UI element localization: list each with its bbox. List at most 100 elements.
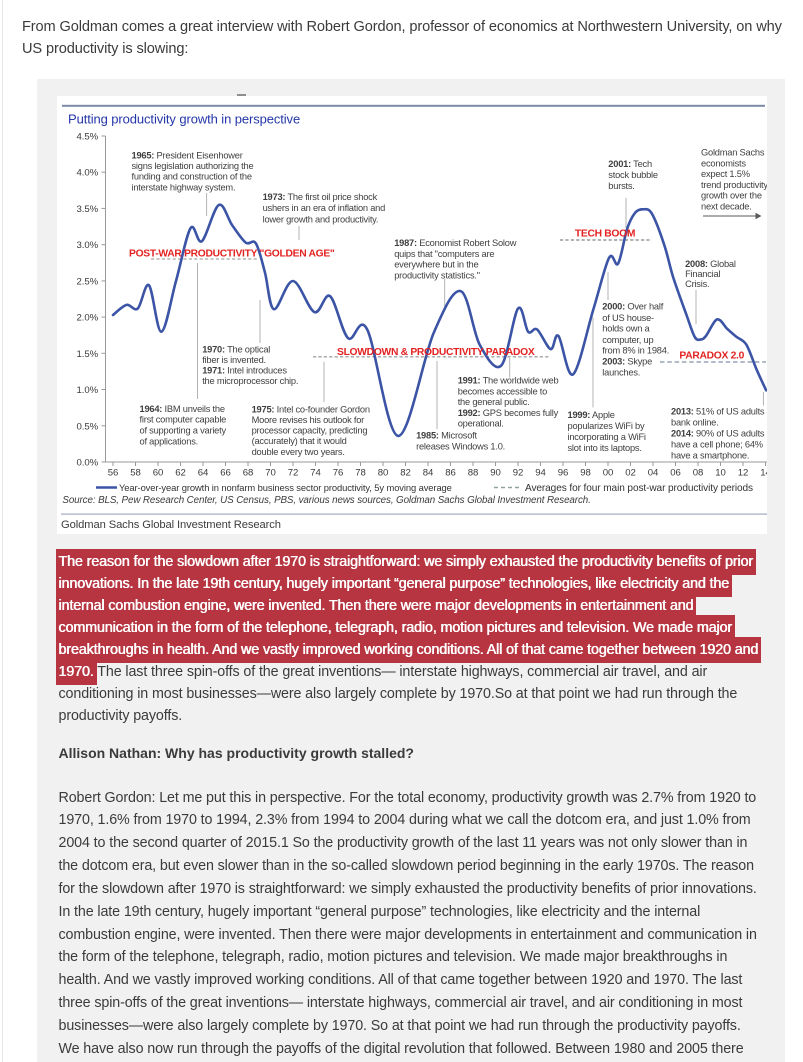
- svg-text:2001: Tech: 2001: Tech: [608, 159, 652, 169]
- svg-text:double every two years.: double every two years.: [252, 447, 345, 457]
- svg-text:have a cell phone; 64%: have a cell phone; 64%: [671, 440, 763, 450]
- svg-text:74: 74: [310, 468, 321, 479]
- svg-text:slot into its laptops.: slot into its laptops.: [568, 443, 642, 453]
- svg-text:76: 76: [333, 468, 343, 479]
- svg-text:0.0%: 0.0%: [77, 458, 99, 469]
- svg-text:Crisis.: Crisis.: [685, 279, 709, 289]
- svg-text:next decade.: next decade.: [701, 202, 752, 212]
- svg-text:3.5%: 3.5%: [77, 204, 99, 215]
- svg-text:launches.: launches.: [602, 368, 640, 378]
- svg-text:1992: GPS becomes fully: 1992: GPS becomes fully: [458, 408, 559, 418]
- svg-text:trend productivity: trend productivity: [701, 180, 767, 190]
- svg-text:quips that "computers are: quips that "computers are: [394, 249, 494, 259]
- svg-text:2.0%: 2.0%: [77, 313, 99, 324]
- svg-text:the microprocessor chip.: the microprocessor chip.: [202, 376, 298, 386]
- svg-text:interstate highway system.: interstate highway system.: [132, 182, 236, 192]
- svg-text:funding and construction of th: funding and construction of the: [132, 172, 252, 182]
- svg-text:becomes accessible to: becomes accessible to: [458, 386, 547, 396]
- svg-text:everywhere but in the: everywhere but in the: [394, 260, 478, 270]
- svg-text:58: 58: [130, 468, 140, 479]
- svg-text:Putting productivity growth in: Putting productivity growth in perspecti…: [68, 112, 300, 127]
- svg-text:the general public.: the general public.: [458, 397, 530, 407]
- svg-text:Financial: Financial: [685, 269, 720, 279]
- svg-text:56: 56: [108, 468, 118, 479]
- svg-text:1987: Economist Robert Solow: 1987: Economist Robert Solow: [394, 238, 517, 248]
- svg-text:64: 64: [198, 468, 209, 479]
- svg-text:66: 66: [220, 468, 230, 479]
- svg-text:Goldman Sachs Global Investmen: Goldman Sachs Global Investment Research: [61, 519, 281, 531]
- svg-text:12: 12: [738, 468, 748, 479]
- svg-text:from 8% in 1984.: from 8% in 1984.: [602, 346, 669, 356]
- svg-text:1.0%: 1.0%: [77, 385, 99, 396]
- svg-text:1970: The optical: 1970: The optical: [202, 345, 270, 355]
- svg-text:2003: Skype: 2003: Skype: [602, 357, 652, 367]
- svg-text:62: 62: [175, 468, 185, 479]
- svg-text:of supporting a variety: of supporting a variety: [140, 426, 227, 436]
- svg-text:1991: The worldwide web: 1991: The worldwide web: [458, 376, 559, 386]
- svg-text:68: 68: [243, 468, 253, 479]
- svg-text:72: 72: [288, 468, 298, 479]
- svg-text:1964: IBM unveils the: 1964: IBM unveils the: [140, 404, 225, 414]
- svg-text:productivity statistics.": productivity statistics.": [394, 270, 480, 280]
- svg-text:operational.: operational.: [458, 419, 504, 429]
- svg-text:90: 90: [490, 468, 500, 479]
- svg-text:60: 60: [153, 468, 163, 479]
- svg-text:2008: Global: 2008: Global: [685, 259, 736, 269]
- svg-text:3.0%: 3.0%: [77, 240, 99, 251]
- svg-text:2013: 51% of US adults: 2013: 51% of US adults: [671, 407, 765, 417]
- svg-text:growth over the: growth over the: [701, 191, 762, 201]
- svg-text:98: 98: [580, 468, 590, 479]
- svg-text:1973: The first oil price shoc: 1973: The first oil price shock: [263, 192, 378, 202]
- svg-text:4.0%: 4.0%: [77, 168, 99, 179]
- svg-text:04: 04: [648, 468, 659, 479]
- svg-text:POST-WAR PRODUCTIVITY "GOLDEN: POST-WAR PRODUCTIVITY "GOLDEN AGE": [129, 248, 335, 259]
- svg-text:holds own a: holds own a: [602, 324, 650, 334]
- svg-text:signs legislation authorizing: signs legislation authorizing the: [132, 161, 254, 171]
- svg-text:1985: Microsoft: 1985: Microsoft: [416, 431, 477, 441]
- svg-text:08: 08: [693, 468, 703, 479]
- svg-text:popularizes WiFi by: popularizes WiFi by: [568, 421, 646, 431]
- svg-text:02: 02: [625, 468, 635, 479]
- svg-text:have a smartphone.: have a smartphone.: [671, 451, 749, 461]
- svg-text:fiber is invented.: fiber is invented.: [202, 355, 266, 365]
- svg-text:88: 88: [468, 468, 478, 479]
- svg-text:of US house-: of US house-: [602, 313, 654, 323]
- svg-text:bursts.: bursts.: [608, 181, 634, 191]
- svg-text:92: 92: [513, 468, 523, 479]
- svg-text:PARADOX 2.0: PARADOX 2.0: [679, 350, 744, 361]
- svg-text:Averages for four main post-wa: Averages for four main post-war producti…: [525, 483, 753, 494]
- svg-text:10: 10: [715, 468, 725, 479]
- svg-text:80: 80: [378, 468, 388, 479]
- svg-text:1999: Apple: 1999: Apple: [568, 410, 615, 420]
- svg-text:ushers in an era of inflation: ushers in an era of inflation and: [263, 203, 386, 213]
- svg-text:96: 96: [558, 468, 568, 479]
- svg-text:Moore revises his outlook for: Moore revises his outlook for: [252, 415, 365, 425]
- svg-text:84: 84: [423, 468, 434, 479]
- svg-text:of applications.: of applications.: [140, 436, 199, 446]
- svg-text:4.5%: 4.5%: [77, 132, 99, 143]
- svg-text:00: 00: [603, 468, 613, 479]
- svg-text:first computer capable: first computer capable: [140, 415, 227, 425]
- svg-text:94: 94: [535, 468, 546, 479]
- svg-text:14: 14: [760, 468, 767, 479]
- svg-text:Goldman Sachs: Goldman Sachs: [701, 148, 765, 158]
- svg-text:1.5%: 1.5%: [77, 349, 99, 360]
- svg-text:82: 82: [400, 468, 410, 479]
- svg-text:(accurately) that it would: (accurately) that it would: [252, 436, 347, 446]
- svg-text:1971: Intel introduces: 1971: Intel introduces: [202, 365, 287, 375]
- svg-text:expect 1.5%: expect 1.5%: [701, 169, 750, 179]
- svg-text:processor capacity, predicting: processor capacity, predicting: [252, 426, 368, 436]
- svg-text:TECH BOOM: TECH BOOM: [575, 229, 635, 240]
- svg-text:bank online.: bank online.: [671, 418, 719, 428]
- svg-text:Source: BLS, Pew Research Cent: Source: BLS, Pew Research Center, US Cen…: [62, 495, 590, 506]
- svg-text:1965: President Eisenhower: 1965: President Eisenhower: [132, 150, 243, 160]
- svg-text:incorporating a WiFi: incorporating a WiFi: [568, 432, 646, 442]
- svg-text:economists: economists: [701, 158, 746, 168]
- svg-text:0.5%: 0.5%: [77, 421, 99, 432]
- svg-text:78: 78: [355, 468, 365, 479]
- svg-text:06: 06: [670, 468, 680, 479]
- svg-text:computer, up: computer, up: [602, 335, 653, 345]
- svg-text:stock bubble: stock bubble: [608, 170, 658, 180]
- svg-text:2000: Over half: 2000: Over half: [602, 302, 663, 312]
- svg-text:Year-over-year growth in nonfa: Year-over-year growth in nonfarm busines…: [119, 482, 452, 493]
